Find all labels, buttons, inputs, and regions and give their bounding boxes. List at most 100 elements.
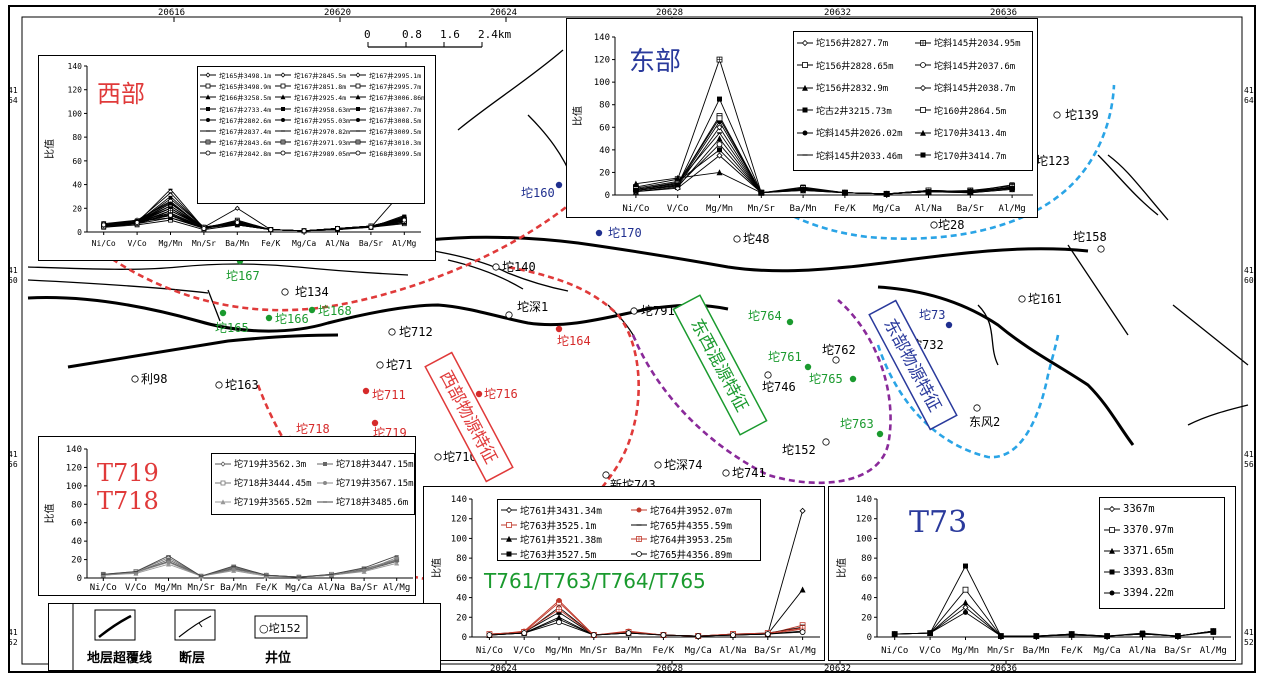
well-label: 坨746: [762, 379, 796, 394]
chart-point: [998, 633, 1004, 639]
chart-point: [1109, 547, 1115, 554]
chart-point: [401, 217, 407, 223]
well-label: 坨166: [275, 311, 309, 326]
legend-swatch: [317, 500, 333, 503]
legend-item: 坨718井3447.15m: [317, 457, 414, 470]
chart-point: [967, 189, 973, 195]
lat-tick-left: 64: [8, 96, 18, 105]
well-dot: [362, 387, 370, 395]
chart-point: [280, 94, 286, 100]
chart-point: [394, 558, 399, 563]
legend-item: 坨167井2802.6m: [200, 115, 271, 125]
chart-point: [1140, 631, 1145, 637]
chart-series-line: [489, 599, 803, 637]
chart-y-tick-label: 40: [861, 594, 872, 604]
well-marker: 坨140: [492, 259, 536, 274]
lon-tick-top: 20636: [990, 8, 1017, 18]
legend-swatch: [915, 129, 931, 136]
well-dot: [630, 307, 638, 315]
chart-point: [206, 117, 210, 122]
chart-series-line: [894, 606, 1214, 637]
chart-point: [920, 152, 926, 158]
fault-label: 断层: [179, 651, 206, 666]
chart-point: [356, 106, 360, 111]
legend-swatch: [215, 480, 231, 485]
chart-t73-title: T73: [909, 505, 968, 540]
well-marker: 坨123: [1036, 153, 1070, 168]
chart-point: [394, 560, 400, 566]
legend-swatch: [631, 523, 647, 526]
chart-x-tick-label: Ni/Co: [92, 239, 116, 248]
well-label: 坨710: [443, 449, 477, 464]
map-border: [8, 5, 1256, 673]
chart-x-tick-label: Ba/Sr: [351, 583, 379, 593]
legend-label: 坨167井2971.93m: [294, 139, 351, 148]
overlap-line-north: [427, 235, 1089, 273]
legend-swatch: [797, 62, 813, 68]
chart-point: [220, 498, 226, 504]
chart-y-tick-label: 100: [856, 534, 872, 544]
well-dot: [281, 288, 289, 296]
overlap-line-icon: [98, 614, 132, 638]
legend-label: 坨764井3952.07m: [650, 506, 732, 517]
legend-swatch: [350, 130, 366, 132]
chart-y-tick-label: 120: [856, 515, 872, 525]
lat-tick-left: 56: [8, 460, 18, 469]
chart-point: [268, 227, 274, 233]
legend-swatch: [350, 117, 366, 122]
chart-y-tick-label: 0: [77, 574, 82, 584]
chart-x-tick-label: Al/Mg: [1200, 646, 1227, 656]
chart-x-tick-label: Mg/Mn: [952, 646, 979, 656]
legend-item: 坨167井3009.5m: [350, 126, 421, 136]
chart-x-tick-label: Ba/Sr: [957, 204, 985, 214]
fault-line-1: [27, 263, 409, 276]
well-label: 坨123: [1036, 153, 1070, 168]
legend-item: 坨167井3006.86m: [350, 92, 425, 102]
legend-item: 坨斜145井2037.6m: [915, 59, 1015, 72]
well-dot: [265, 314, 273, 322]
well-label: 坨71: [386, 357, 412, 372]
chart-point: [205, 83, 211, 89]
legend-label: 坨168井3099.5m: [369, 150, 422, 159]
well-label: 坨791: [641, 303, 675, 318]
legend-label: 坨160井2864.5m: [934, 106, 1007, 117]
chart-point: [1109, 569, 1115, 575]
chart-point: [556, 619, 562, 626]
chart-t73: 0 20 40 60 80 100 120 140 Ni/Co V/Co Mg/Mn Mn/Sr Ba/…: [828, 486, 1236, 661]
legend-item: 坨156井2832.9m: [797, 81, 888, 94]
well-dot: [832, 356, 840, 364]
chart-series: [486, 598, 806, 639]
fault-line-6: [457, 49, 564, 131]
legend-label: 3394.22m: [1123, 587, 1174, 599]
legend-swatch: [631, 507, 647, 513]
chart-point: [920, 39, 926, 46]
legend-swatch: [275, 94, 291, 100]
chart-x-tick-label: Mn/Sr: [748, 204, 776, 214]
chart-point: [884, 191, 890, 197]
legend-label: 坨718井3485.6m: [336, 498, 409, 508]
chart-x-tick-label: Fe/K: [834, 204, 856, 214]
chart-point: [355, 150, 361, 156]
legend-label: 坨167井3010.3m: [369, 139, 422, 148]
legend-swatch: [275, 106, 291, 111]
well-marker: 坨712: [388, 324, 433, 339]
chart-x-tick-label: Al/Na: [318, 583, 345, 593]
east-boundary-2: [876, 334, 1060, 459]
legend-item: 坨167井2970.82m: [275, 126, 350, 136]
well-marker: 坨134: [281, 284, 329, 299]
legend-label: 坨167井2995.7m: [369, 83, 422, 92]
legend-item: 坨167井2971.93m: [275, 137, 350, 147]
chart-point: [301, 228, 307, 234]
legend-swatch: [797, 39, 813, 46]
chart-point: [280, 150, 286, 156]
chart-west-title: 西部: [97, 80, 145, 108]
lon-tick-top: 20632: [824, 8, 851, 18]
lon-tick-bottom: 20628: [656, 664, 683, 673]
well-dot: [434, 453, 442, 461]
chart-point: [201, 226, 207, 231]
legend-item: 坨167井3008.5m: [350, 115, 421, 125]
legend-item: 3367m: [1104, 503, 1155, 515]
legend-item: 坨斜145井2026.02m: [797, 126, 903, 139]
chart-point: [962, 599, 969, 606]
chart-point: [1175, 633, 1181, 639]
